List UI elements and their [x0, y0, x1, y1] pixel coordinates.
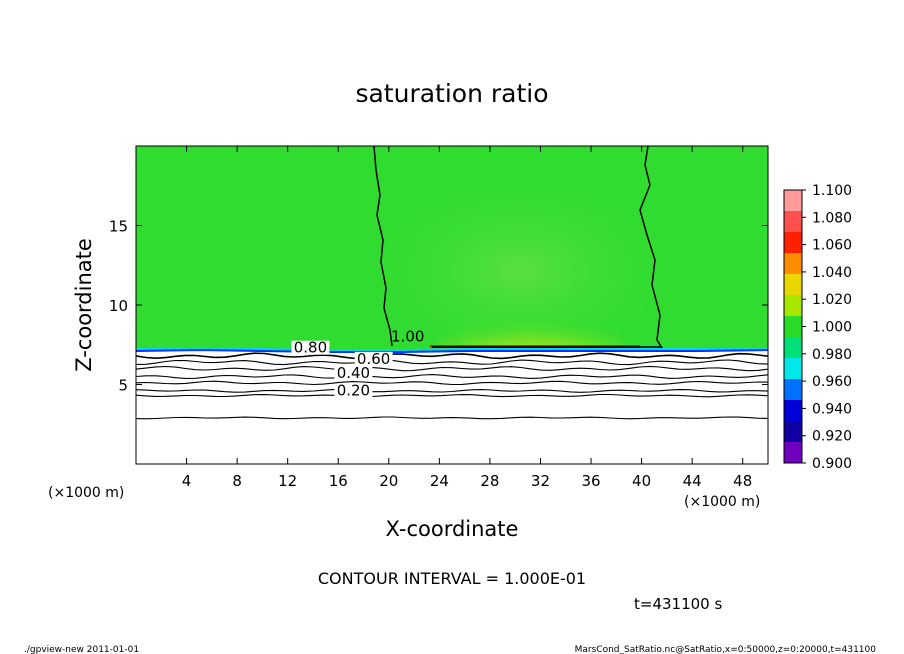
contour-line-0.1 [136, 416, 768, 420]
contour-interval-text: CONTOUR INTERVAL = 1.000E-01 [318, 569, 586, 588]
colorbar-swatch [784, 274, 802, 296]
y-tick-label: 15 [109, 218, 128, 236]
x-tick-label: 16 [329, 472, 348, 490]
contour-label-bg [291, 340, 330, 355]
colorbar-swatch [784, 316, 802, 338]
colorbar-labels: 1.100 1.080 1.060 1.040 1.020 1.000 0.980 0.960… [802, 183, 852, 472]
y-axis-label: Z-coordinate [72, 238, 96, 372]
contour-line-0.5 [136, 374, 768, 379]
contour-label: 0.60 [357, 350, 390, 368]
colorbar-label: 0.920 [812, 429, 852, 445]
boundary-blue-band [136, 348, 768, 353]
colorbar-label: 1.040 [812, 265, 852, 281]
colorbar-label: 0.980 [812, 347, 852, 363]
x-tick-label: 44 [683, 472, 702, 490]
colorbar-swatch [784, 253, 802, 275]
contour-label: 0.40 [337, 364, 370, 382]
colorbar-swatch [784, 295, 802, 317]
contour-label-bg [354, 351, 393, 366]
colorbar-swatch [784, 232, 802, 254]
colorbar-label: 1.060 [812, 238, 852, 254]
x-unit-left: (×1000 m) [48, 485, 124, 501]
colorbar-label: 0.940 [812, 401, 852, 417]
y-axis-ticks: 5 10 15 [109, 218, 768, 395]
x-tick-label: 28 [480, 472, 499, 490]
x-tick-label: 20 [379, 472, 398, 490]
x-tick-label: 40 [632, 472, 651, 490]
colorbar-swatch [784, 358, 802, 380]
contour-label-bg [334, 383, 373, 398]
x-axis-ticks: 4 8 12 16 20 24 28 32 36 40 44 48 [182, 146, 752, 490]
colorbar-swatch [784, 379, 802, 401]
x-tick-label: 36 [581, 472, 600, 490]
colorbar-swatch [784, 337, 802, 359]
x-tick-label: 24 [430, 472, 449, 490]
contour-line-0.7 [136, 359, 768, 366]
colorbar-label: 1.020 [812, 292, 852, 308]
x-tick-label: 12 [278, 472, 297, 490]
contour-label: 1.00 [391, 328, 424, 346]
colorbar-swatch [784, 400, 802, 422]
footer-right: MarsCond_SatRatio.nc@SatRatio,x=0:50000,… [575, 645, 877, 654]
contour-line-0.8 [136, 352, 768, 360]
plot-area: 1.00 0.80 0.600.400.20 [136, 146, 768, 464]
contour-line-0.4 [136, 380, 768, 386]
colorbar-label: 0.900 [812, 456, 852, 472]
colorbar-label: 1.100 [812, 183, 852, 199]
colorbar-swatch [784, 421, 802, 443]
contour-lines [136, 352, 768, 420]
chart-title: saturation ratio [355, 79, 548, 108]
contour-1.00-left [373, 146, 393, 347]
contour-line-0.3 [136, 388, 768, 393]
field-lower-white [136, 351, 768, 464]
colorbar-swatch [784, 190, 802, 212]
colorbar-swatch [784, 442, 802, 464]
boundary-cyan-band [136, 346, 768, 351]
x-tick-label: 48 [733, 472, 752, 490]
y-tick-label: 5 [118, 377, 128, 395]
contour-label: 0.80 [294, 339, 327, 357]
colorbar-label: 1.000 [812, 320, 852, 336]
colorbar-label: 1.080 [812, 210, 852, 226]
colorbar-label: 0.960 [812, 374, 852, 390]
contour-line-0.6 [136, 365, 768, 372]
contour-labels: 1.00 0.80 0.600.400.20 [291, 328, 424, 400]
contour-label-bg [334, 366, 373, 381]
time-text: t=431100 s [634, 595, 722, 613]
colorbar-swatch [784, 211, 802, 233]
colorbar [783, 189, 803, 464]
x-axis-label: X-coordinate [386, 517, 519, 541]
x-tick-label: 32 [531, 472, 550, 490]
contour-1.00-right [639, 146, 663, 349]
x-tick-label: 8 [232, 472, 242, 490]
contour-label: 0.20 [337, 382, 370, 400]
contour-line-0.2 [136, 393, 768, 398]
footer-left: ./gpview-new 2011-01-01 [24, 645, 139, 654]
field-soft-region [380, 180, 660, 360]
y-tick-label: 10 [109, 297, 128, 315]
x-tick-label: 4 [182, 472, 192, 490]
x-unit-right: (×1000 m) [684, 494, 760, 510]
